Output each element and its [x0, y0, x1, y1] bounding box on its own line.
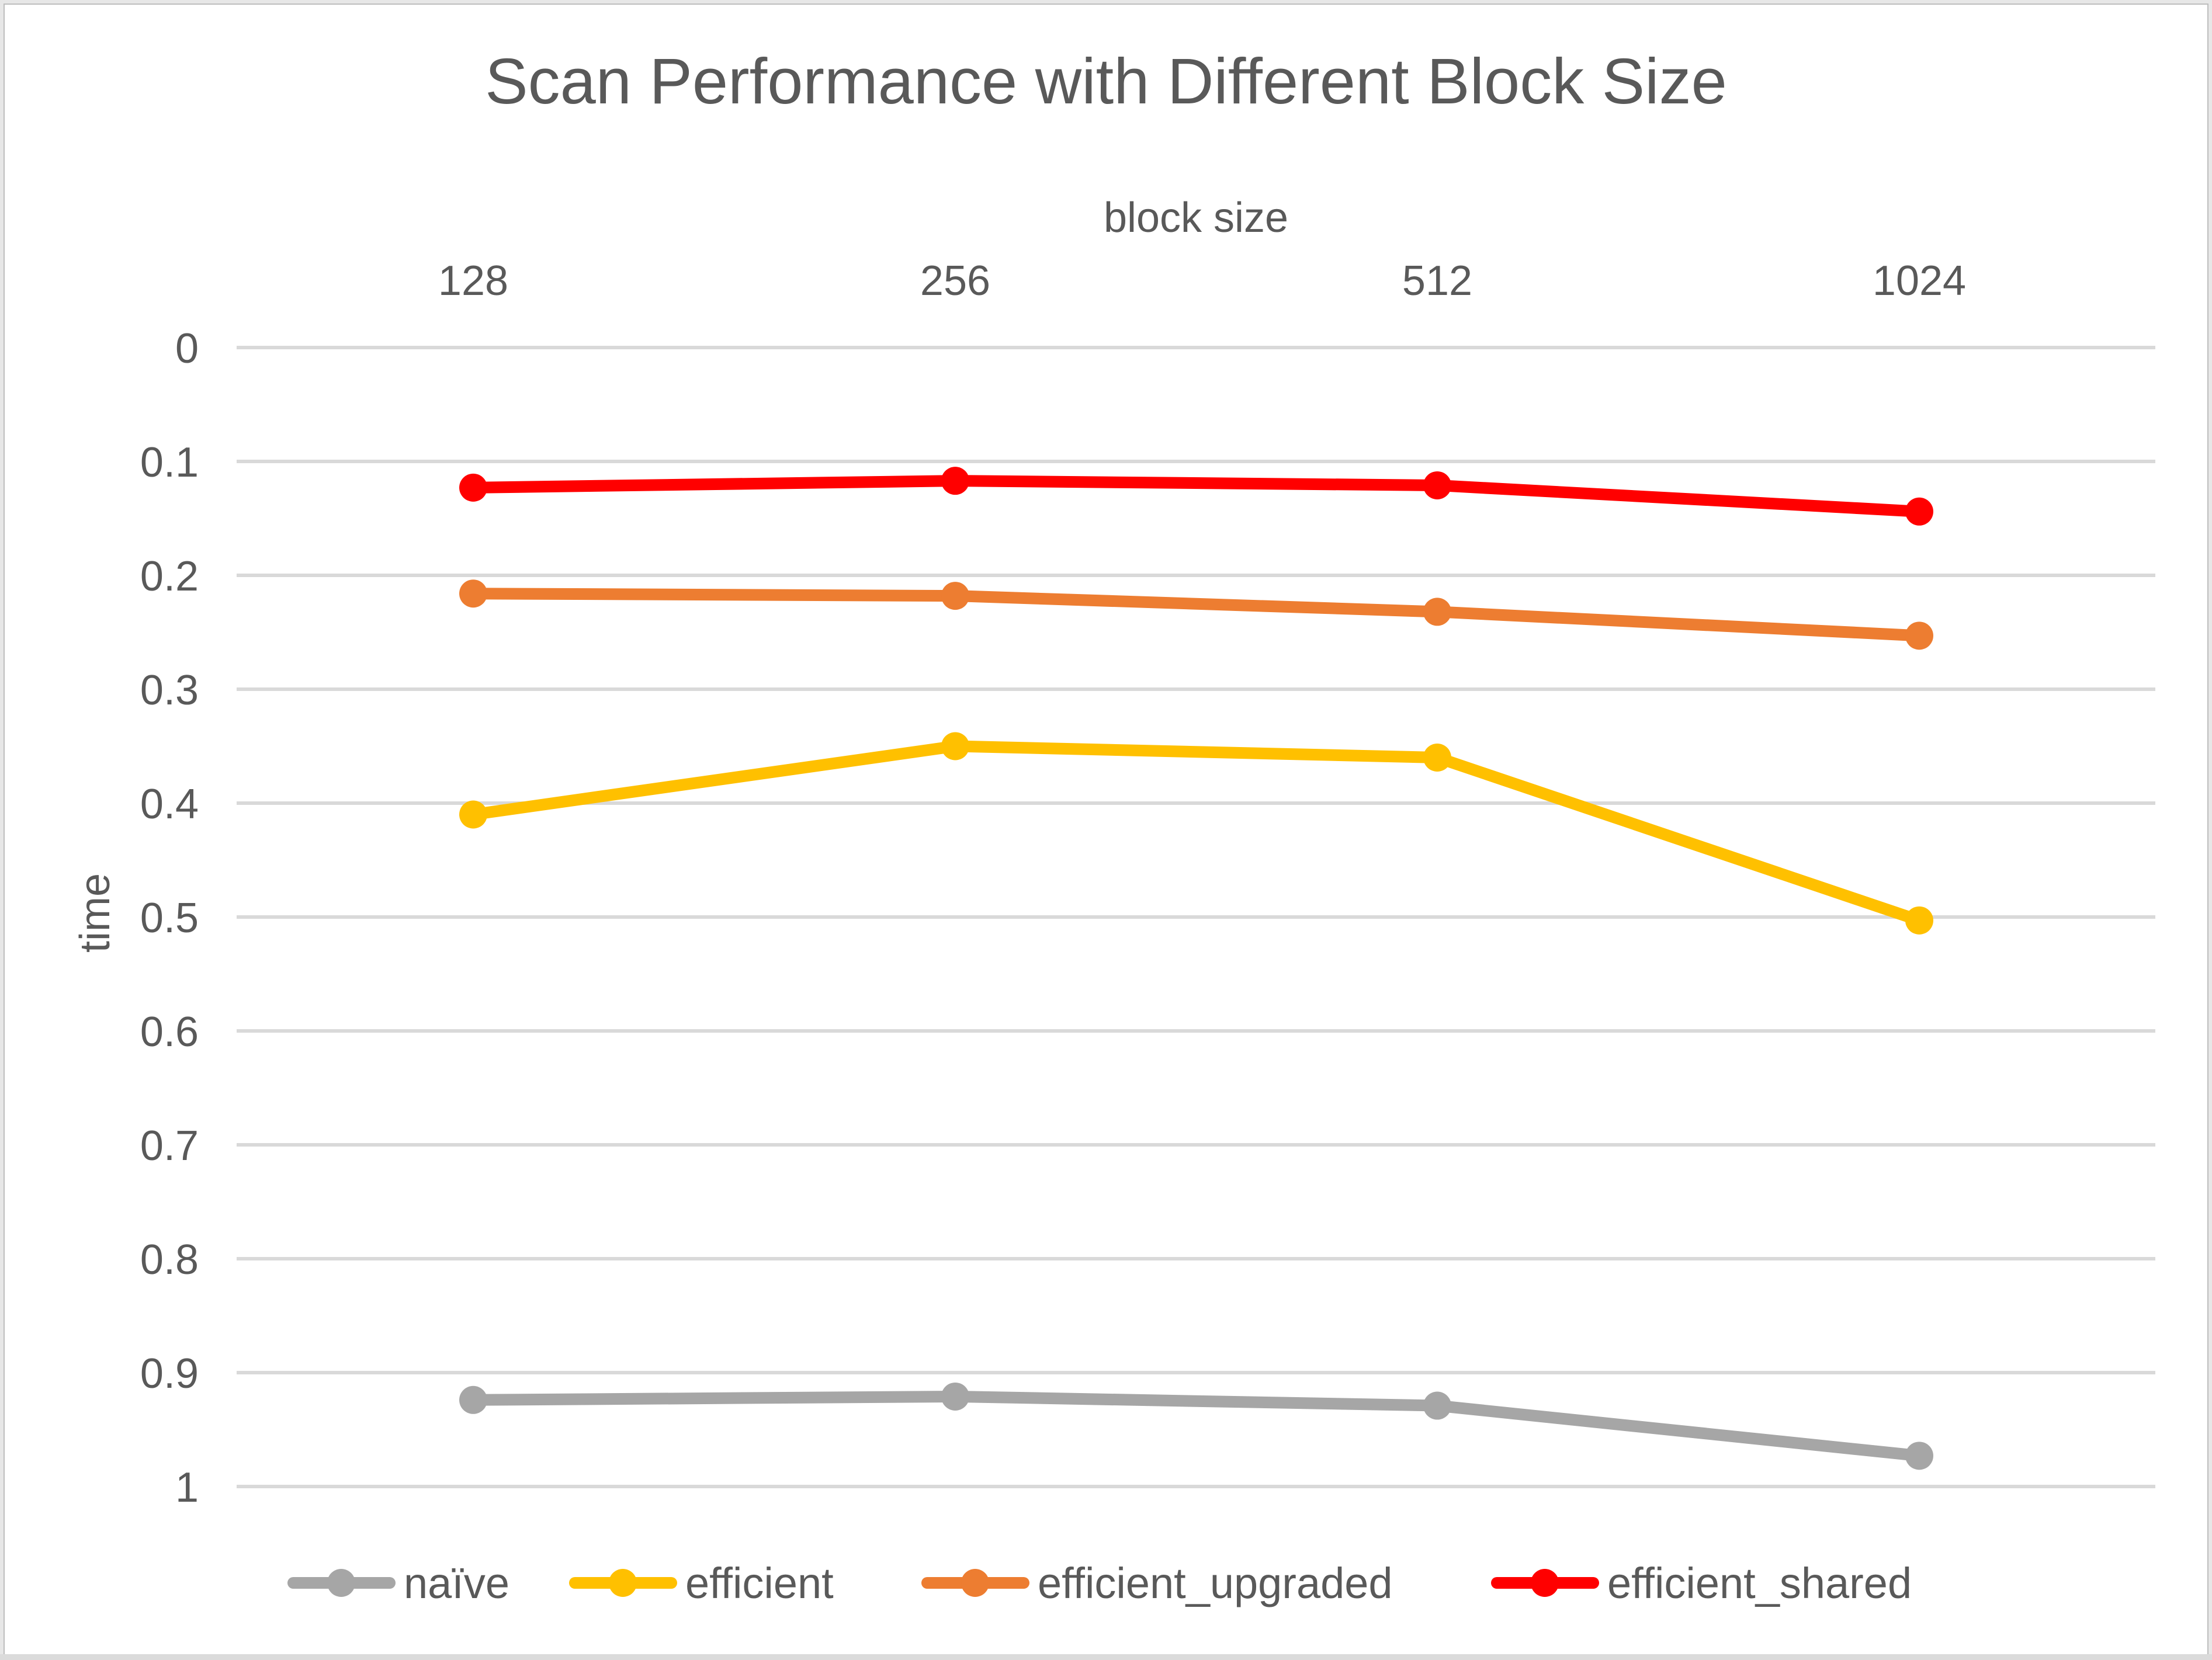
legend-item-label: efficient: [685, 1558, 834, 1607]
data-point: [459, 800, 487, 829]
data-point: [941, 582, 969, 610]
y-tick-label: 0.2: [140, 553, 199, 600]
page-border-left: [0, 0, 4, 1660]
data-point: [1905, 621, 1933, 650]
data-point: [1905, 1442, 1933, 1470]
page-border-top: [0, 0, 2212, 4]
bottom-strip: [0, 1654, 2212, 1660]
data-point: [1905, 497, 1933, 526]
series-line-efficient: [467, 740, 1925, 926]
legend-marker-icon: [287, 1569, 396, 1597]
x-axis-title: block size: [1103, 195, 1289, 241]
y-tick-label: 0.3: [140, 667, 199, 714]
legend-item-efficient_shared: efficient_shared: [1491, 1555, 1912, 1610]
legend-marker-icon: [569, 1569, 677, 1597]
series-line-efficient_shared: [467, 475, 1925, 518]
chart-title: Scan Performance with Different Block Si…: [485, 46, 1727, 117]
legend-marker-icon: [921, 1569, 1029, 1597]
y-tick-label: 0: [175, 325, 199, 372]
y-tick-label: 0.1: [140, 439, 199, 486]
y-tick-label: 0.5: [140, 895, 199, 942]
data-point: [1423, 471, 1451, 499]
x-tick-label: 512: [1402, 258, 1472, 304]
legend-item-efficient_upgraded: efficient_upgraded: [921, 1555, 1393, 1610]
y-tick-label: 0.6: [140, 1009, 199, 1055]
data-point: [941, 1382, 969, 1411]
data-point: [459, 473, 487, 502]
legend-item-naïve: naïve: [287, 1555, 509, 1610]
series-line-naïve: [467, 1390, 1925, 1462]
x-tick-label: 128: [438, 258, 508, 304]
legend-item-label: efficient_shared: [1607, 1558, 1912, 1607]
y-tick-label: 0.8: [140, 1237, 199, 1283]
data-point: [1905, 906, 1933, 935]
data-point: [459, 1385, 487, 1414]
data-point: [1423, 598, 1451, 626]
legend-item-label: naïve: [404, 1558, 510, 1607]
y-tick-label: 0.9: [140, 1350, 199, 1397]
x-tick-label: 1024: [1873, 258, 1966, 304]
page-border-right: [2208, 0, 2212, 1660]
y-tick-label: 0.4: [140, 781, 199, 828]
data-point: [1423, 1391, 1451, 1420]
data-point: [1423, 744, 1451, 772]
x-tick-label: 256: [920, 258, 990, 304]
y-tick-label: 1: [175, 1464, 199, 1511]
series-line-efficient_upgraded: [467, 588, 1925, 642]
legend-item-efficient: efficient: [569, 1555, 834, 1610]
data-point: [941, 467, 969, 495]
data-point: [459, 579, 487, 608]
legend-marker-icon: [1491, 1569, 1599, 1597]
data-point: [941, 732, 969, 760]
y-tick-label: 0.7: [140, 1123, 199, 1169]
legend-item-label: efficient_upgraded: [1038, 1558, 1393, 1607]
